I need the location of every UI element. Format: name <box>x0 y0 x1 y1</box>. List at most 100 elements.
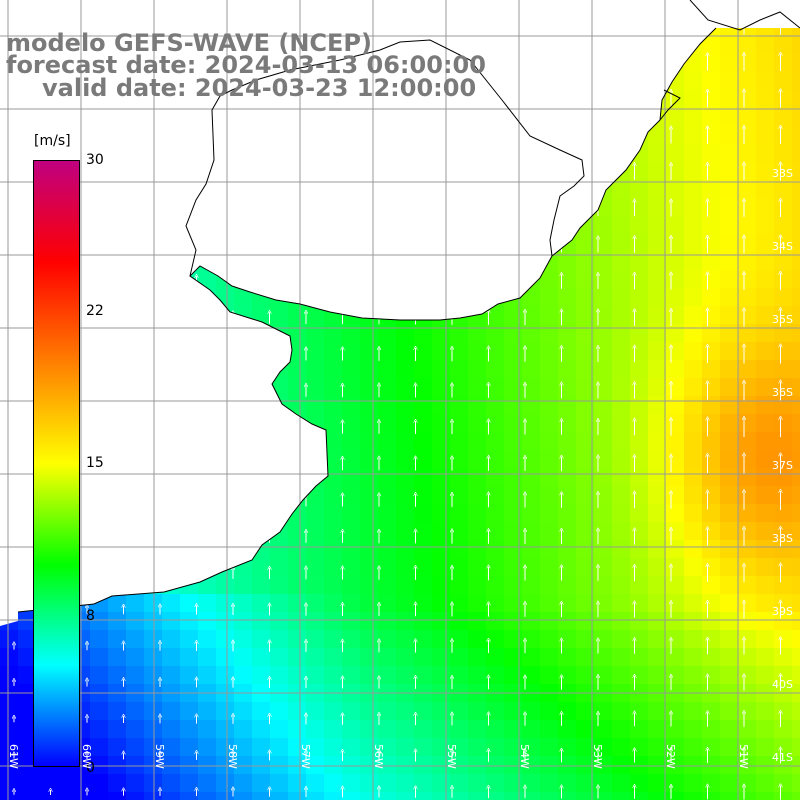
field-cell <box>450 486 469 505</box>
field-cell <box>684 108 703 127</box>
field-cell <box>738 270 757 289</box>
field-cell <box>414 468 433 487</box>
field-cell <box>738 648 757 667</box>
field-cell <box>414 414 433 433</box>
field-cell <box>504 630 523 649</box>
field-cell <box>594 774 613 793</box>
field-cell <box>648 198 667 217</box>
field-cell <box>180 630 199 649</box>
field-cell <box>648 648 667 667</box>
field-cell <box>504 522 523 541</box>
field-cell <box>144 648 163 667</box>
field-cell <box>720 594 739 613</box>
field-cell <box>774 756 793 775</box>
field-cell <box>612 414 631 433</box>
field-cell <box>738 576 757 595</box>
field-cell <box>126 594 145 613</box>
field-cell <box>684 252 703 271</box>
field-cell <box>306 396 325 415</box>
field-cell <box>648 720 667 739</box>
field-cell <box>504 324 523 343</box>
field-cell <box>396 468 415 487</box>
field-cell <box>288 648 307 667</box>
field-cell <box>504 342 523 361</box>
field-cell <box>720 666 739 685</box>
field-cell <box>774 504 793 523</box>
field-cell <box>774 468 793 487</box>
field-cell <box>0 774 19 793</box>
field-cell <box>540 432 559 451</box>
field-cell <box>630 594 649 613</box>
field-cell <box>558 396 577 415</box>
field-cell <box>792 72 800 91</box>
field-cell <box>252 648 271 667</box>
field-cell <box>594 234 613 253</box>
field-cell <box>774 180 793 199</box>
field-cell <box>702 702 721 721</box>
field-cell <box>108 756 127 775</box>
field-cell <box>684 756 703 775</box>
field-cell <box>360 720 379 739</box>
field-cell <box>612 216 631 235</box>
field-cell <box>756 522 775 541</box>
field-cell <box>270 576 289 595</box>
field-cell <box>720 72 739 91</box>
field-cell <box>180 756 199 775</box>
field-cell <box>522 648 541 667</box>
field-cell <box>90 720 109 739</box>
field-cell <box>360 594 379 613</box>
field-cell <box>540 270 559 289</box>
field-cell <box>594 594 613 613</box>
field-cell <box>774 612 793 631</box>
field-cell <box>90 774 109 793</box>
field-cell <box>738 558 757 577</box>
field-cell <box>684 522 703 541</box>
field-cell <box>522 792 541 800</box>
lon-label-58w: 58W <box>226 744 239 769</box>
field-cell <box>270 558 289 577</box>
field-cell <box>486 720 505 739</box>
field-cell <box>738 162 757 181</box>
field-cell <box>684 396 703 415</box>
field-cell <box>360 450 379 469</box>
field-cell <box>324 756 343 775</box>
field-cell <box>216 630 235 649</box>
field-cell <box>522 702 541 721</box>
field-cell <box>234 702 253 721</box>
field-cell <box>90 702 109 721</box>
field-cell <box>342 702 361 721</box>
field-cell <box>162 630 181 649</box>
lat-label-40s: 40S <box>772 678 793 691</box>
field-cell <box>234 738 253 757</box>
field-cell <box>162 666 181 685</box>
field-cell <box>468 324 487 343</box>
field-cell <box>522 558 541 577</box>
field-cell <box>702 72 721 91</box>
field-cell <box>756 378 775 397</box>
field-cell <box>324 576 343 595</box>
field-cell <box>414 522 433 541</box>
field-cell <box>756 216 775 235</box>
field-cell <box>648 612 667 631</box>
field-cell <box>756 432 775 451</box>
field-cell <box>792 756 800 775</box>
field-cell <box>720 396 739 415</box>
field-cell <box>666 360 685 379</box>
field-cell <box>324 432 343 451</box>
field-cell <box>504 540 523 559</box>
field-cell <box>648 666 667 685</box>
field-cell <box>594 504 613 523</box>
field-cell <box>612 324 631 343</box>
field-cell <box>792 360 800 379</box>
field-cell <box>180 738 199 757</box>
field-cell <box>756 792 775 800</box>
field-cell <box>612 306 631 325</box>
field-cell <box>432 540 451 559</box>
field-cell <box>576 288 595 307</box>
field-cell <box>468 342 487 361</box>
field-cell <box>360 792 379 800</box>
field-cell <box>648 288 667 307</box>
field-cell <box>432 396 451 415</box>
field-cell <box>432 648 451 667</box>
field-cell <box>684 774 703 793</box>
